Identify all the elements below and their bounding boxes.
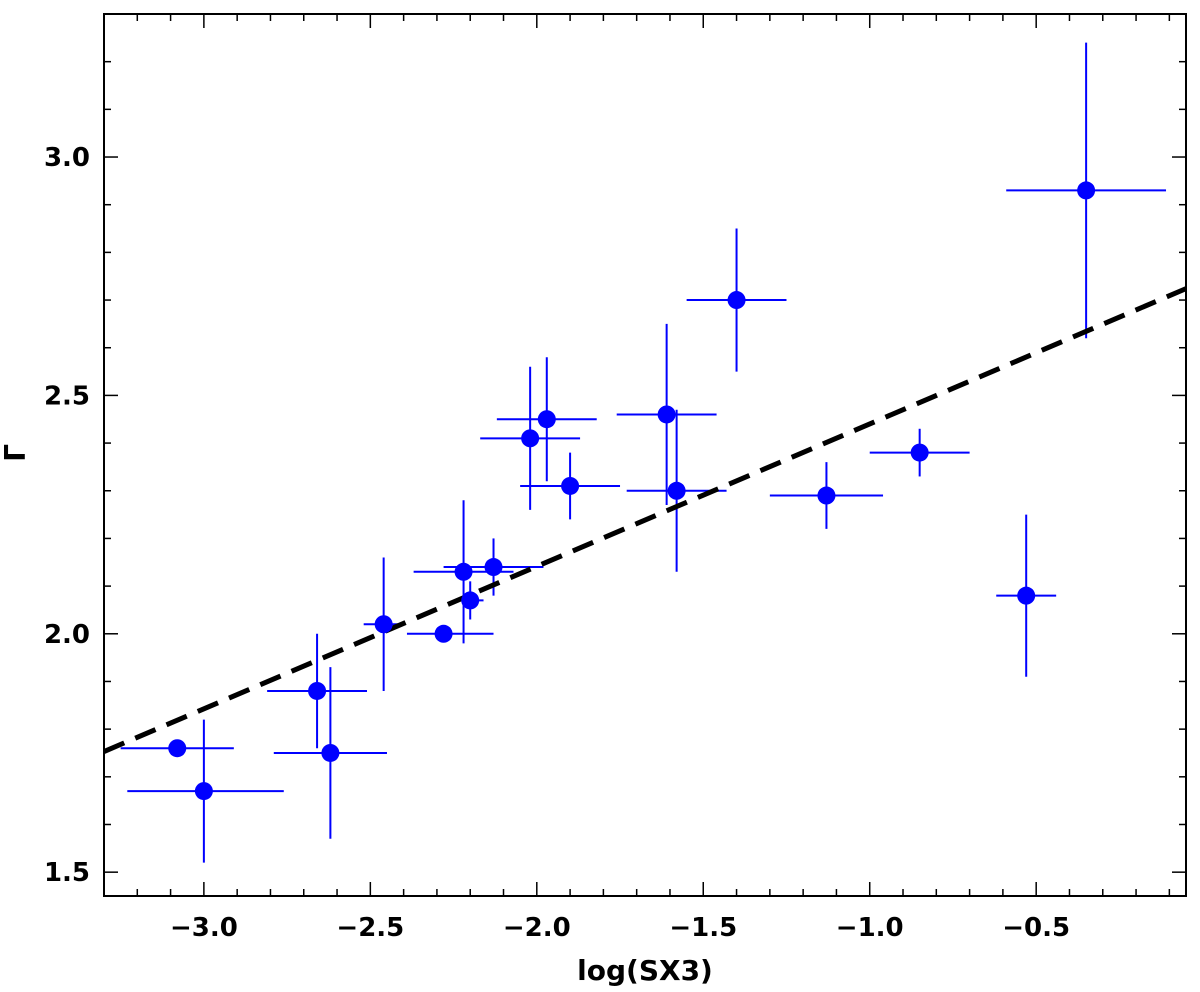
data-point	[374, 615, 393, 634]
x-tick-label: −0.5	[1002, 913, 1070, 943]
data-point	[308, 681, 327, 700]
data-point	[537, 410, 556, 429]
ticks-layer: −3.0 −2.5 −2.0 −1.5 −1.0 −0.5 1.5 2.0 2.5 3.0	[44, 13, 1186, 943]
y-axis-label: Γ	[0, 444, 32, 462]
data-point	[561, 476, 580, 495]
x-tick-label: −1.0	[836, 913, 904, 943]
data-point	[1017, 586, 1036, 605]
data-point	[454, 562, 473, 581]
x-tick-label: −2.0	[503, 913, 571, 943]
axes-layer	[103, 13, 1187, 897]
data-point	[168, 739, 187, 758]
y-tick-label: 1.5	[44, 858, 90, 888]
x-tick-label: −3.0	[170, 913, 238, 943]
fit-line	[103, 286, 1187, 754]
data-point	[817, 486, 836, 505]
x-tick-label: −1.5	[669, 913, 737, 943]
x-tick-label: −2.5	[336, 913, 404, 943]
y-tick-label: 3.0	[44, 143, 90, 173]
data-point	[657, 405, 676, 424]
data-point	[1077, 181, 1096, 200]
data-point	[194, 782, 213, 801]
y-tick-label: 2.0	[44, 620, 90, 650]
data-point	[484, 558, 503, 577]
data-point	[910, 443, 929, 462]
data-point	[727, 291, 746, 310]
data-point	[521, 429, 540, 448]
y-tick-label: 2.5	[44, 381, 90, 411]
points-layer	[168, 181, 1096, 801]
data-point	[321, 743, 340, 762]
data-point	[461, 591, 480, 610]
data-point	[434, 624, 453, 643]
x-axis-label: log(SX3)	[577, 954, 713, 987]
fit-line-layer	[103, 286, 1187, 754]
plot-frame	[103, 13, 1187, 897]
data-point	[667, 481, 686, 500]
errorbars-layer	[120, 42, 1167, 863]
